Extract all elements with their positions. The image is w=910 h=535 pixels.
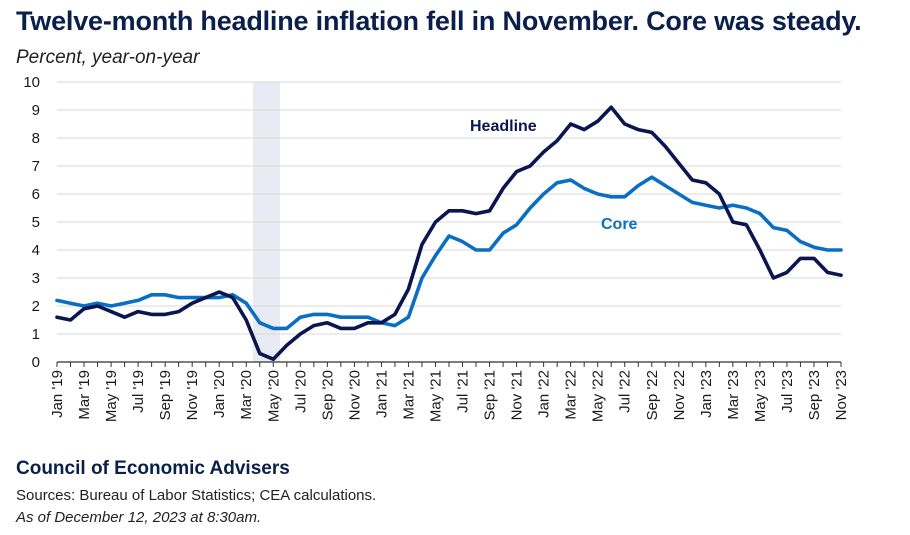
chart-title: Twelve-month headline inflation fell in … — [16, 6, 862, 36]
series-line-headline — [55, 105, 843, 362]
headline-series-label: Headline — [470, 118, 537, 135]
x-tick-label: May '21 — [427, 370, 444, 422]
x-tick-label: May '20 — [265, 370, 282, 422]
x-tick-label: Jul '21 — [455, 370, 472, 413]
x-tick-label: Mar '21 — [400, 370, 417, 420]
x-tick-label: Nov '23 — [833, 370, 850, 420]
y-tick-label: 7 — [32, 158, 40, 175]
x-tick-label: Jul '19 — [130, 370, 147, 413]
x-tick-label: Mar '22 — [563, 370, 580, 420]
x-tick-label: Sep '23 — [806, 370, 823, 420]
y-tick-label: 2 — [32, 298, 40, 315]
x-tick-label: Nov '20 — [346, 370, 363, 420]
line-chart: 0 1 2 3 4 5 6 7 8 9 10 Jan '19 Mar '19 May '19 Jul '19… — [23, 74, 850, 422]
series-line-core — [55, 175, 843, 331]
core-series-label: Core — [601, 216, 638, 233]
x-tick-label: Nov '22 — [671, 370, 688, 420]
x-tick-label: Jan '23 — [698, 370, 715, 418]
x-tick-label: Mar '23 — [725, 370, 742, 420]
footer-date: As of December 12, 2023 at 8:30am. — [16, 509, 262, 526]
x-tick-label: Jan '20 — [211, 370, 228, 418]
x-tick-label: Jul '23 — [779, 370, 796, 413]
x-tick-label: May '19 — [103, 370, 120, 422]
y-tick-label: 3 — [32, 270, 40, 287]
x-tick-label: Jan '21 — [373, 370, 390, 418]
y-tick-label: 9 — [32, 102, 40, 119]
x-tick-label: Mar '20 — [238, 370, 255, 420]
x-tick-label: Sep '20 — [319, 370, 336, 420]
y-tick-label: 6 — [32, 186, 40, 203]
footer-sources: Sources: Bureau of Labor Statistics; CEA… — [16, 487, 377, 504]
x-tick-label: May '22 — [590, 370, 607, 422]
y-tick-label: 4 — [32, 242, 40, 259]
chart-subtitle: Percent, year-on-year — [16, 47, 200, 68]
x-tick-label: Nov '21 — [509, 370, 526, 420]
x-tick-label: Jan '22 — [536, 370, 553, 418]
y-tick-label: 1 — [32, 326, 40, 343]
y-tick-label: 5 — [32, 214, 40, 231]
x-tick-label: Sep '22 — [644, 370, 661, 420]
x-tick-label: Jul '20 — [292, 370, 309, 413]
x-tick-label: Jan '19 — [49, 370, 66, 418]
x-tick-label: Sep '19 — [157, 370, 174, 420]
x-tick-label: Nov '19 — [184, 370, 201, 420]
footer-organization: Council of Economic Advisers — [16, 458, 290, 479]
y-tick-label: 0 — [32, 354, 40, 371]
x-tick-label: Mar '19 — [76, 370, 93, 420]
y-tick-label: 8 — [32, 130, 40, 147]
x-tick-label: Sep '21 — [482, 370, 499, 420]
x-tick-label: May '23 — [752, 370, 769, 422]
y-tick-label: 10 — [23, 74, 40, 91]
x-tick-label: Jul '22 — [617, 370, 634, 413]
